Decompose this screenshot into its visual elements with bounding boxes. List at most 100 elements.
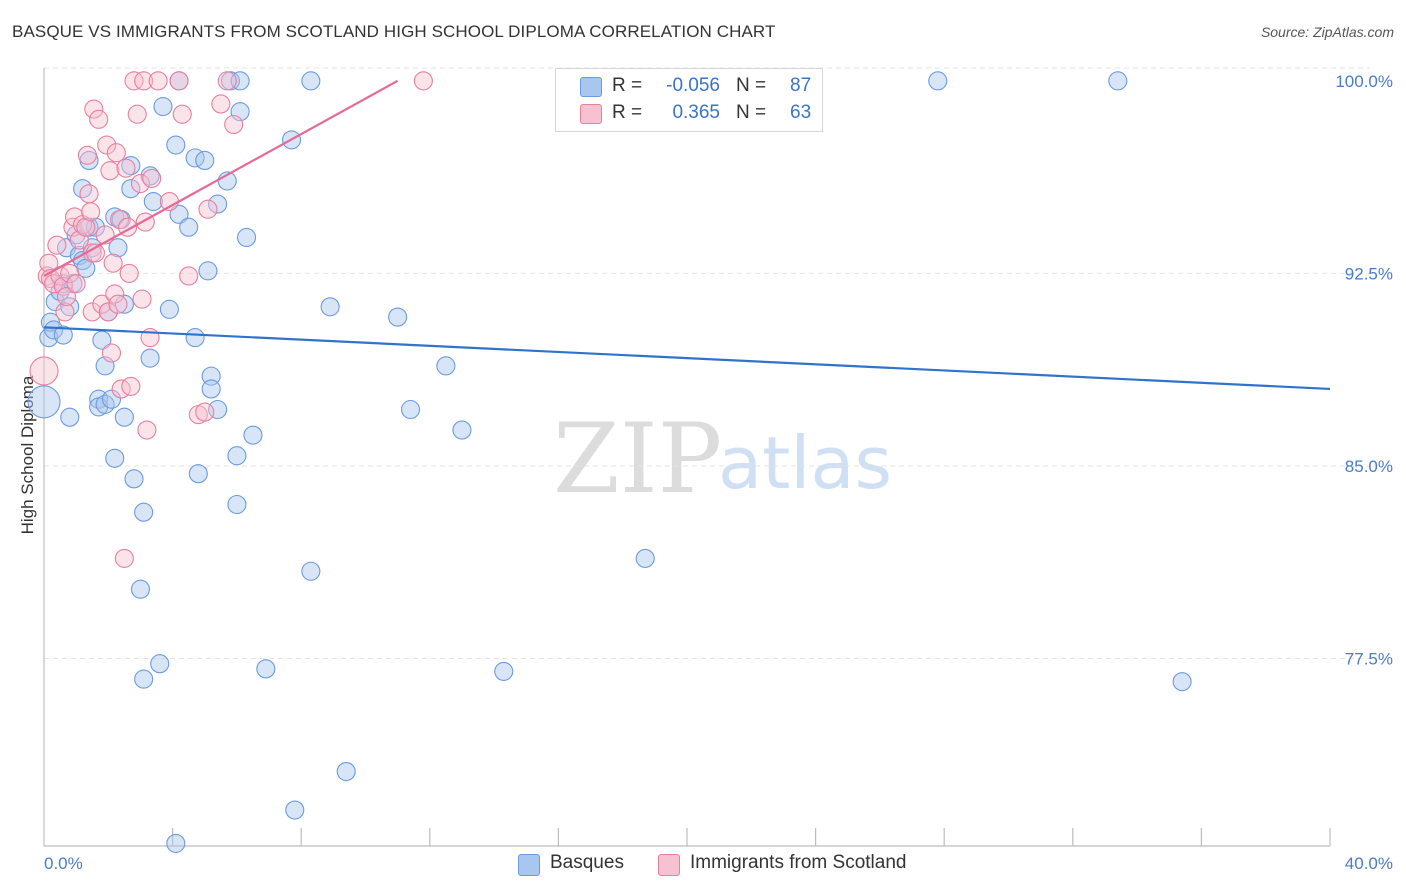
- data-points: [27, 71, 1192, 853]
- point-basques: [336, 761, 356, 782]
- trend-line-scotland: [43, 79, 399, 277]
- n-label: N =: [736, 75, 767, 96]
- point-basques: [198, 261, 218, 281]
- point-basques: [227, 446, 247, 466]
- legend-label-scotland: Immigrants from Scotland: [690, 852, 907, 873]
- point-basques: [134, 669, 154, 689]
- point-scotland: [148, 71, 168, 91]
- point-scotland: [130, 173, 150, 194]
- y-tick-label: 85.0%: [1345, 457, 1393, 476]
- x-tick-label: 0.0%: [44, 854, 83, 873]
- n-value: 63: [790, 102, 812, 123]
- point-basques: [169, 204, 189, 224]
- point-scotland: [121, 376, 141, 396]
- point-basques: [105, 448, 125, 468]
- correlation-stats-box: R = -0.056 N = 87 R = 0.365 N = 63: [555, 68, 823, 132]
- point-basques: [452, 420, 472, 440]
- point-basques: [108, 238, 128, 258]
- legend-swatch-basques: [518, 854, 540, 876]
- gridlines: [44, 67, 1370, 660]
- point-basques: [1172, 672, 1192, 692]
- y-tick-label: 92.5%: [1345, 264, 1393, 283]
- point-basques: [134, 502, 154, 522]
- point-basques: [208, 194, 228, 214]
- point-basques: [140, 348, 160, 368]
- point-basques: [236, 227, 257, 248]
- point-scotland: [76, 217, 96, 237]
- r-value: 0.365: [672, 102, 720, 123]
- stats-swatch-scotland: [580, 104, 602, 124]
- point-basques: [44, 320, 64, 340]
- trend-lines: [43, 79, 1331, 391]
- point-scotland: [110, 209, 130, 230]
- point-scotland: [29, 356, 59, 386]
- point-scotland: [47, 235, 67, 255]
- point-scotland: [124, 71, 144, 91]
- point-basques: [301, 561, 321, 581]
- point-scotland: [114, 548, 134, 568]
- point-basques: [436, 356, 456, 376]
- point-basques: [114, 407, 134, 427]
- point-basques: [388, 307, 408, 327]
- point-scotland: [169, 71, 189, 91]
- y-tick-label: 100.0%: [1335, 72, 1393, 91]
- point-basques: [256, 659, 276, 679]
- point-basques: [179, 217, 199, 237]
- point-basques: [1108, 71, 1128, 91]
- r-label: R =: [612, 75, 643, 96]
- watermark-zip: ZIP: [553, 403, 722, 515]
- point-scotland: [217, 71, 237, 91]
- point-scotland: [84, 99, 104, 119]
- chart-title: BASQUE VS IMMIGRANTS FROM SCOTLAND HIGH …: [12, 22, 776, 41]
- legend-label-basques: Basques: [550, 852, 624, 873]
- point-scotland: [132, 289, 152, 309]
- point-basques: [114, 294, 134, 314]
- point-basques: [928, 71, 948, 91]
- point-scotland: [198, 199, 218, 219]
- point-scotland: [224, 114, 244, 135]
- point-basques: [195, 150, 215, 170]
- watermark-atlas: atlas: [718, 421, 892, 505]
- point-basques: [400, 399, 421, 420]
- point-scotland: [98, 302, 118, 322]
- point-scotland: [119, 263, 139, 283]
- point-basques: [243, 425, 263, 445]
- point-basques: [159, 299, 179, 319]
- point-basques: [227, 494, 247, 515]
- point-scotland: [134, 71, 154, 91]
- point-scotland: [127, 104, 147, 124]
- point-scotland: [142, 168, 162, 188]
- point-scotland: [105, 284, 125, 304]
- point-basques: [101, 389, 122, 409]
- point-basques: [166, 833, 186, 853]
- point-basques: [301, 71, 321, 91]
- point-basques: [124, 469, 144, 489]
- point-basques: [153, 96, 173, 117]
- point-scotland: [79, 184, 99, 204]
- axes: [43, 68, 1331, 847]
- point-basques: [188, 464, 208, 484]
- point-scotland: [172, 104, 192, 124]
- point-scotland: [97, 135, 117, 155]
- point-basques: [130, 579, 150, 599]
- trend-line-basques: [43, 326, 1331, 391]
- point-scotland: [195, 402, 215, 422]
- point-basques: [201, 379, 221, 399]
- legend-swatch-scotland: [658, 854, 680, 876]
- point-scotland: [106, 143, 126, 163]
- r-value: -0.056: [666, 75, 720, 96]
- point-scotland: [108, 294, 128, 314]
- point-basques: [95, 394, 115, 414]
- point-basques: [494, 661, 514, 681]
- point-basques: [27, 385, 61, 419]
- point-scotland: [137, 420, 157, 440]
- n-value: 87: [790, 75, 812, 96]
- point-scotland: [82, 302, 102, 322]
- r-label: R =: [612, 102, 643, 123]
- point-scotland: [211, 94, 231, 114]
- point-basques: [121, 179, 141, 199]
- stats-swatch-basques: [580, 77, 602, 97]
- point-scotland: [116, 158, 136, 178]
- tick-labels: 100.0% 92.5% 85.0% 77.5% 0.0% 40.0%: [44, 72, 1393, 873]
